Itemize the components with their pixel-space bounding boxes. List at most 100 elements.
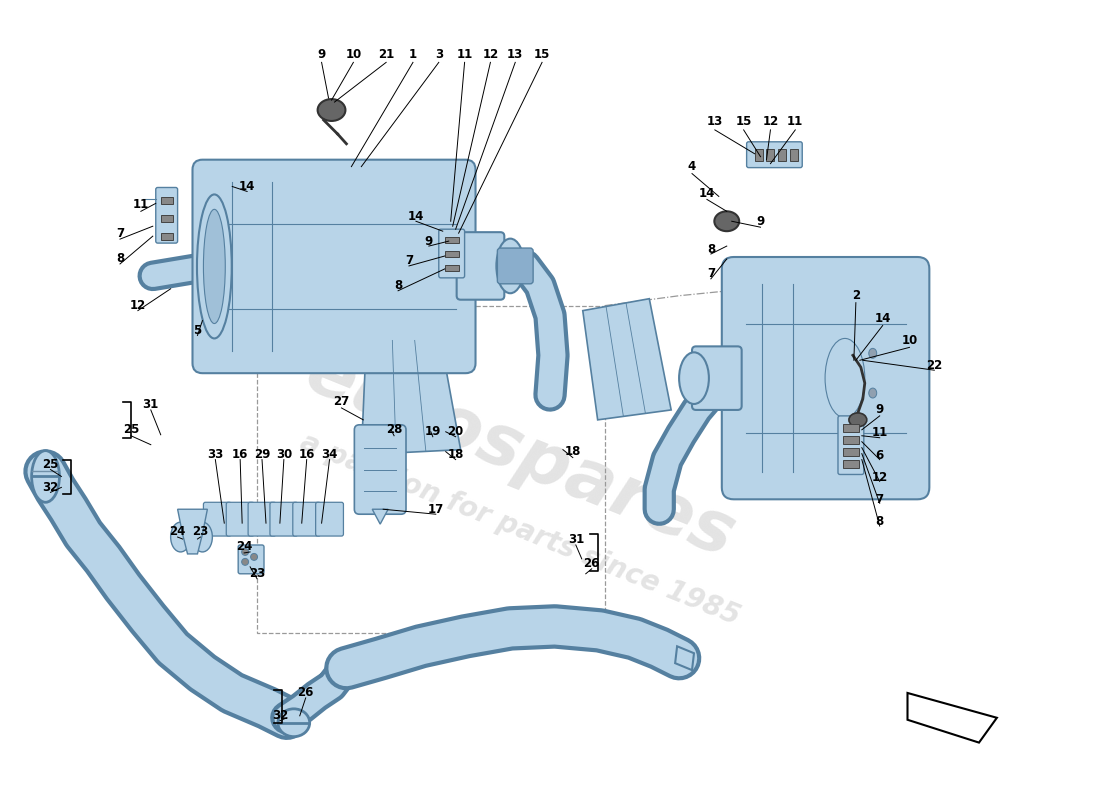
Text: 8: 8	[876, 514, 883, 528]
FancyBboxPatch shape	[227, 502, 254, 536]
Text: 24: 24	[236, 541, 252, 554]
FancyBboxPatch shape	[838, 416, 864, 474]
Text: a passion for parts since 1985: a passion for parts since 1985	[296, 428, 745, 630]
Bar	[843, 448, 859, 456]
FancyBboxPatch shape	[722, 257, 930, 499]
Ellipse shape	[869, 388, 877, 398]
Bar	[444, 237, 459, 243]
FancyBboxPatch shape	[270, 502, 298, 536]
Text: 1: 1	[409, 48, 417, 61]
Text: 14: 14	[239, 180, 255, 193]
Ellipse shape	[496, 238, 525, 294]
Circle shape	[251, 554, 257, 560]
Text: 15: 15	[736, 115, 751, 129]
Circle shape	[242, 549, 249, 555]
Bar	[779, 149, 786, 161]
Text: 25: 25	[42, 458, 58, 471]
FancyBboxPatch shape	[316, 502, 343, 536]
Text: 5: 5	[194, 324, 201, 337]
FancyBboxPatch shape	[249, 502, 276, 536]
Text: 9: 9	[757, 214, 764, 228]
Polygon shape	[908, 693, 997, 742]
Text: 18: 18	[564, 445, 581, 458]
Text: 21: 21	[378, 48, 394, 61]
Text: 19: 19	[425, 426, 441, 438]
Ellipse shape	[849, 413, 867, 427]
Text: 17: 17	[428, 502, 444, 516]
Polygon shape	[177, 510, 208, 554]
Text: 26: 26	[297, 686, 313, 699]
Text: 16: 16	[298, 448, 315, 461]
Bar	[444, 251, 459, 257]
Ellipse shape	[192, 522, 212, 552]
Text: 6: 6	[876, 449, 883, 462]
Polygon shape	[675, 646, 694, 670]
Text: 28: 28	[386, 423, 403, 436]
Ellipse shape	[197, 194, 232, 338]
Ellipse shape	[32, 450, 59, 502]
Text: 9: 9	[318, 48, 326, 61]
Ellipse shape	[204, 210, 226, 323]
Text: 18: 18	[448, 448, 464, 461]
FancyBboxPatch shape	[497, 248, 534, 284]
FancyBboxPatch shape	[354, 425, 406, 514]
Bar	[767, 149, 774, 161]
Text: 11: 11	[871, 426, 888, 439]
Bar	[161, 233, 173, 240]
FancyBboxPatch shape	[156, 187, 177, 243]
Text: 14: 14	[408, 210, 425, 222]
Text: 3: 3	[434, 48, 443, 61]
Bar	[843, 459, 859, 467]
Ellipse shape	[170, 522, 190, 552]
Text: 32: 32	[43, 481, 58, 494]
FancyBboxPatch shape	[293, 502, 320, 536]
Text: 23: 23	[192, 525, 209, 538]
Text: 15: 15	[534, 48, 550, 61]
Text: 25: 25	[123, 423, 139, 436]
FancyBboxPatch shape	[747, 142, 802, 168]
FancyBboxPatch shape	[692, 346, 741, 410]
Bar	[444, 265, 459, 271]
Ellipse shape	[869, 348, 877, 358]
Text: 29: 29	[254, 448, 271, 461]
Polygon shape	[372, 510, 388, 524]
Text: 32: 32	[272, 710, 288, 722]
Text: 34: 34	[321, 448, 338, 461]
Ellipse shape	[318, 99, 345, 121]
Bar	[161, 198, 173, 204]
Bar	[161, 215, 173, 222]
Text: 7: 7	[116, 226, 124, 240]
Bar	[843, 436, 859, 444]
Ellipse shape	[278, 709, 310, 737]
Text: 11: 11	[133, 198, 148, 211]
Polygon shape	[583, 298, 671, 420]
Text: 7: 7	[707, 267, 715, 280]
Text: 12: 12	[482, 48, 498, 61]
Text: 7: 7	[876, 493, 883, 506]
Text: 2: 2	[851, 290, 860, 302]
FancyBboxPatch shape	[192, 160, 475, 373]
Text: 12: 12	[871, 471, 888, 484]
Text: 14: 14	[874, 312, 891, 325]
Text: 9: 9	[876, 403, 883, 417]
Text: 4: 4	[688, 160, 696, 173]
Text: 13: 13	[706, 115, 723, 129]
Text: 31: 31	[568, 533, 584, 546]
Text: 31: 31	[143, 398, 158, 411]
Text: 23: 23	[249, 567, 265, 580]
Text: 14: 14	[698, 187, 715, 200]
Text: 33: 33	[207, 448, 223, 461]
Text: 8: 8	[394, 279, 403, 292]
Text: 11: 11	[788, 115, 803, 129]
Ellipse shape	[679, 352, 708, 404]
Bar	[257, 306, 605, 634]
Text: 8: 8	[706, 242, 715, 255]
Bar	[843, 424, 859, 432]
Text: eurospares: eurospares	[296, 337, 745, 572]
Text: 12: 12	[762, 115, 779, 129]
Text: 27: 27	[333, 395, 350, 409]
Text: 20: 20	[448, 426, 464, 438]
Text: 9: 9	[425, 234, 433, 248]
Text: 30: 30	[276, 448, 292, 461]
Polygon shape	[361, 341, 461, 454]
